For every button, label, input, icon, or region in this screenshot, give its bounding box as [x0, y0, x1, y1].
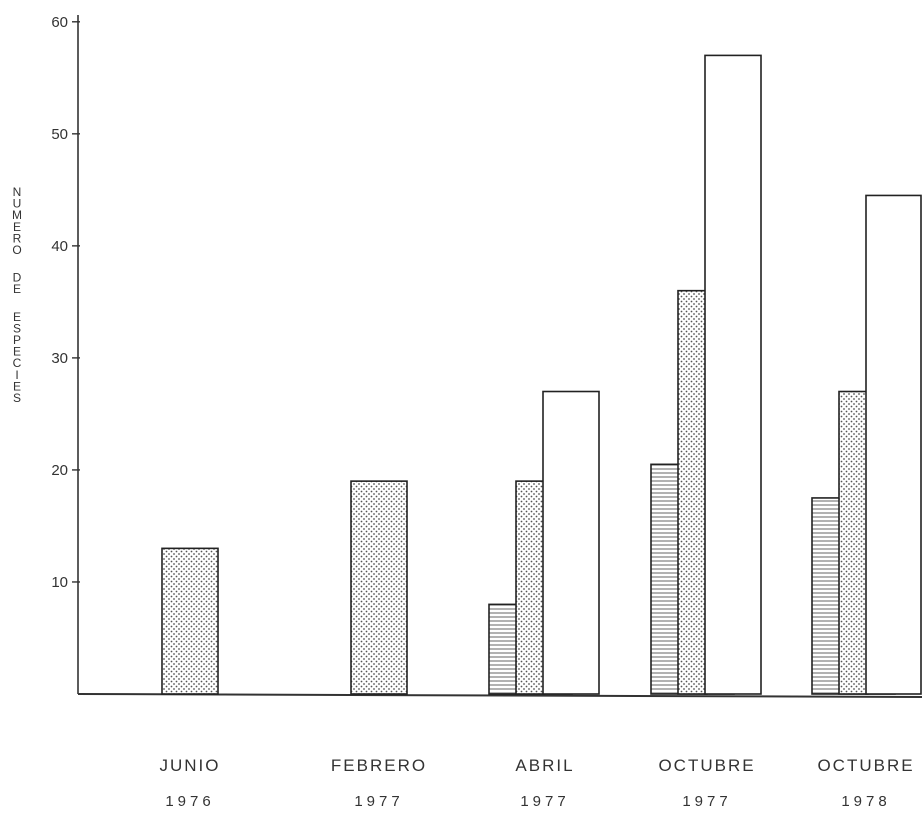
y-tick-label: 10	[51, 574, 68, 591]
y-axis-label-char: S	[13, 391, 21, 405]
y-axis-label-char: E	[13, 220, 21, 234]
x-labels: JUNIO 1976 FEBRERO 1977 ABRIL 1977 OCTUBRE 1977…	[160, 756, 914, 810]
y-axis-label-char: O	[12, 243, 21, 257]
y-tick-label: 30	[51, 350, 68, 367]
y-axis-label-char: N	[13, 185, 22, 199]
category-year-label: 1977	[520, 793, 569, 810]
category-year-label: 1978	[841, 793, 890, 810]
bars	[161, 54, 922, 695]
y-axis-label-char: U	[13, 197, 22, 211]
category-label: JUNIO	[160, 756, 221, 775]
category-label: OCTUBRE	[817, 756, 914, 775]
y-axis-label-char: E	[13, 310, 21, 324]
y-tick-label: 20	[51, 462, 68, 479]
y-axis-label-char: E	[13, 282, 21, 296]
y-axis-label-char: R	[13, 231, 22, 245]
category-year-label: 1977	[354, 793, 403, 810]
category-year-label: 1977	[682, 793, 731, 810]
y-axis-label-char: E	[13, 345, 21, 359]
bar-open	[865, 194, 922, 695]
bar-dots	[161, 547, 219, 695]
category-year-label: 1976	[165, 793, 214, 810]
y-axis-label-char: S	[13, 321, 21, 335]
bar-dots	[350, 480, 408, 695]
y-axis-label-char: C	[13, 356, 22, 370]
y-ticks: 10 20 30 40 50 60	[51, 14, 80, 591]
category-label: OCTUBRE	[658, 756, 755, 775]
y-axis-label-char: D	[13, 271, 22, 285]
y-axis-label-char: E	[13, 379, 21, 393]
y-tick-label: 60	[51, 14, 68, 31]
y-tick-label: 40	[51, 238, 68, 255]
bar-open	[704, 54, 762, 695]
category-label: ABRIL	[515, 756, 574, 775]
y-tick-label: 50	[51, 126, 68, 143]
category-label: FEBRERO	[331, 756, 427, 775]
y-axis-label-char: M	[12, 208, 22, 222]
y-axis-label-char: I	[15, 368, 18, 382]
bar-open	[542, 390, 600, 695]
y-axis-label-char: P	[13, 333, 21, 347]
